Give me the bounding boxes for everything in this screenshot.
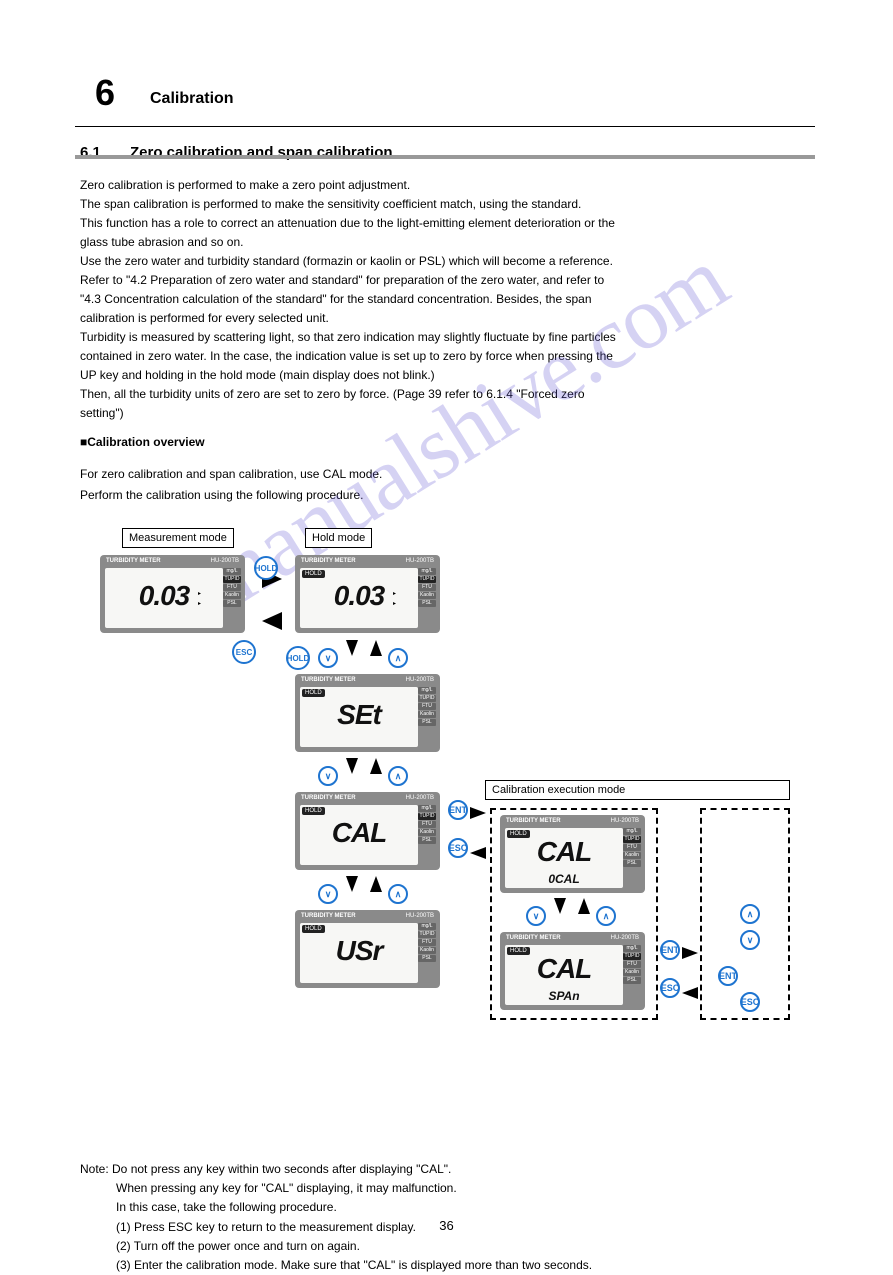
- esc-button[interactable]: ESC: [740, 992, 760, 1012]
- hold-button[interactable]: HOLD: [286, 646, 310, 670]
- arrow-down-icon: [554, 898, 566, 914]
- section-title: Calibration: [150, 90, 234, 108]
- down-button[interactable]: ∨: [318, 648, 338, 668]
- arrow-left-icon: [262, 612, 282, 630]
- down-button[interactable]: ∨: [318, 766, 338, 786]
- arrow-down-icon: [346, 758, 358, 774]
- up-button[interactable]: ∧: [740, 904, 760, 924]
- esc-button[interactable]: ESC: [448, 838, 468, 858]
- arrow-up-icon: [578, 898, 590, 914]
- meter-cal: TURBIDITY METER HU-200TB HOLD CAL mg/LTU…: [295, 792, 440, 870]
- para: For zero calibration and span calibratio…: [80, 465, 800, 484]
- arrow-left-icon: [470, 847, 486, 859]
- lcd-main: CAL: [306, 817, 412, 849]
- lcd-main: SEt: [306, 699, 412, 731]
- lcd-main: 0.03: [306, 580, 412, 612]
- meter-model: HU-200TB: [211, 558, 239, 564]
- lcd-main: USr: [306, 935, 412, 967]
- page-number: 36: [0, 1218, 893, 1233]
- para: calibration is performed for every selec…: [80, 309, 800, 328]
- para: contained in zero water. In the case, th…: [80, 347, 800, 366]
- meter-cal-span: TURBIDITY METER HU-200TB HOLD CAL SPAn m…: [500, 932, 645, 1010]
- para: Zero calibration is performed to make a …: [80, 176, 800, 195]
- heading-cal-overview: ■Calibration overview: [80, 433, 800, 452]
- para: Then, all the turbidity units of zero ar…: [80, 385, 800, 404]
- up-button[interactable]: ∧: [388, 648, 408, 668]
- arrow-up-icon: [370, 876, 382, 892]
- meter-usr: TURBIDITY METER HU-200TB HOLD USr mg/LTU…: [295, 910, 440, 988]
- lcd-sub: 0CAL: [511, 872, 617, 886]
- esc-button[interactable]: ESC: [660, 978, 680, 998]
- hold-button[interactable]: HOLD: [254, 556, 278, 580]
- lcd-main: CAL: [511, 836, 617, 868]
- arrow-right-icon: [682, 947, 698, 959]
- arrow-right-icon: [470, 807, 486, 819]
- arrow-up-icon: [370, 640, 382, 656]
- meter-header: TURBIDITY METER: [106, 558, 161, 564]
- up-button[interactable]: ∧: [596, 906, 616, 926]
- para: Use the zero water and turbidity standar…: [80, 252, 800, 271]
- meter-measurement: TURBIDITY METER HU-200TB 0.03 ▸ ▸ mg/LTU…: [100, 555, 245, 633]
- para: glass tube abrasion and so on.: [80, 233, 800, 252]
- down-button[interactable]: ∨: [526, 906, 546, 926]
- hold-badge: HOLD: [302, 570, 325, 578]
- para: The span calibration is performed to mak…: [80, 195, 800, 214]
- down-button[interactable]: ∨: [740, 930, 760, 950]
- para: Refer to "4.2 Preparation of zero water …: [80, 271, 800, 290]
- ent-button[interactable]: ENT: [448, 800, 468, 820]
- section-number: 6: [95, 72, 115, 114]
- meter-hold-003: TURBIDITY METER HU-200TB HOLD 0.03 ▸ ▸ m…: [295, 555, 440, 633]
- rule: [75, 126, 815, 127]
- esc-button[interactable]: ESC: [232, 640, 256, 664]
- meter-cal-0cal: TURBIDITY METER HU-200TB HOLD CAL 0CAL m…: [500, 815, 645, 893]
- units-list: mg/LTUPIDFTUKaolinPSL: [223, 568, 241, 607]
- para: Turbidity is measured by scattering ligh…: [80, 328, 800, 347]
- label-hold-mode: Hold mode: [305, 528, 372, 548]
- arrow-left-icon: [682, 987, 698, 999]
- lcd-sub: SPAn: [511, 989, 617, 1003]
- label-calibration-mode: Calibration execution mode: [485, 780, 790, 800]
- arrow-down-icon: [346, 876, 358, 892]
- arrow-down-icon: [346, 640, 358, 656]
- label-measurement-mode: Measurement mode: [122, 528, 234, 548]
- up-button[interactable]: ∧: [388, 884, 408, 904]
- para: UP key and holding in the hold mode (mai…: [80, 366, 800, 385]
- ent-button[interactable]: ENT: [660, 940, 680, 960]
- lcd-main: CAL: [511, 953, 617, 985]
- arrow-up-icon: [370, 758, 382, 774]
- ent-button[interactable]: ENT: [718, 966, 738, 986]
- lcd-main: 0.03: [111, 580, 217, 612]
- grey-rule: [75, 155, 815, 159]
- up-button[interactable]: ∧: [388, 766, 408, 786]
- para: Perform the calibration using the follow…: [80, 486, 800, 505]
- meter-set: TURBIDITY METER HU-200TB HOLD SEt mg/LTU…: [295, 674, 440, 752]
- para: This function has a role to correct an a…: [80, 214, 800, 233]
- down-button[interactable]: ∨: [318, 884, 338, 904]
- para: "4.3 Concentration calculation of the st…: [80, 290, 800, 309]
- para: setting"): [80, 404, 800, 423]
